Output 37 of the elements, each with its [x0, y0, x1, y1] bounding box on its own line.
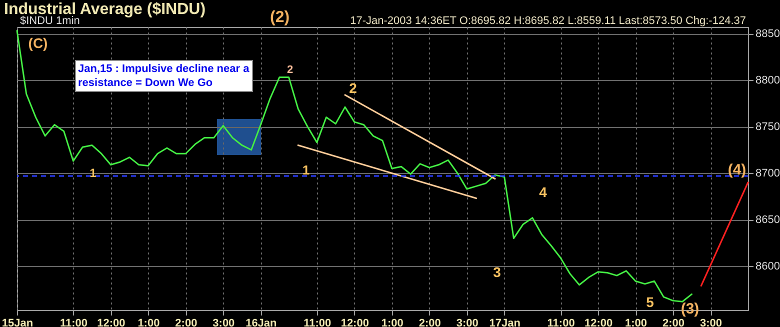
x-tick-label: 3:00	[700, 318, 722, 327]
x-tick-label: 1:00	[138, 318, 160, 327]
x-tick-label: 3:00	[456, 318, 478, 327]
x-tick-label: 1:00	[381, 318, 404, 327]
text: 17-Jan-2003 14:36ET O:8695.82 H:8695.82 L:8559.11 Last:8573.50 Chg:-124.37	[350, 15, 746, 27]
annotation: 3	[493, 264, 501, 280]
x-tick-label: 12:00	[340, 318, 369, 327]
x-tick-label: 16Jan	[246, 318, 278, 327]
x-tick-label: 2:00	[662, 318, 685, 327]
x-tick-label: 1:00	[625, 318, 648, 327]
x-tick-label: 15Jan	[2, 318, 34, 327]
annotation: 4	[539, 184, 547, 200]
x-tick-label: 17Jan	[489, 318, 521, 327]
x-tick-label: 11:00	[304, 318, 332, 327]
x-tick-label: 2:00	[175, 318, 198, 327]
annotation: Jan,15 : Impulsive decline near a resistance = Down We Go	[75, 60, 253, 92]
y-tick-label: 8600	[756, 260, 780, 273]
y-tick-label: 8800	[756, 74, 780, 87]
annotation: 2	[286, 64, 294, 76]
y-tick-label: 8700	[756, 168, 780, 180]
annotation: 5	[646, 294, 654, 310]
annotation: 1	[90, 166, 96, 180]
x-tick-label: 11:00	[60, 318, 88, 327]
x-tick-label: 12:00	[97, 318, 126, 327]
y-tick-label: 8850	[756, 28, 780, 40]
x-tick-label: 3:00	[212, 318, 235, 327]
annotation: 1	[302, 162, 310, 178]
annotation: 2	[349, 80, 357, 96]
x-tick-label: 2:00	[418, 318, 441, 327]
y-tick-label: 8650	[756, 214, 780, 226]
x-tick-label: 11:00	[547, 318, 575, 327]
text: (2)	[270, 9, 290, 27]
annotation: (4)	[728, 162, 746, 178]
annotation: (C)	[28, 35, 48, 51]
chart-subtitle: $INDU 1min	[20, 15, 80, 27]
y-tick-label: 8750	[756, 121, 780, 134]
x-tick-label: 12:00	[584, 318, 613, 327]
